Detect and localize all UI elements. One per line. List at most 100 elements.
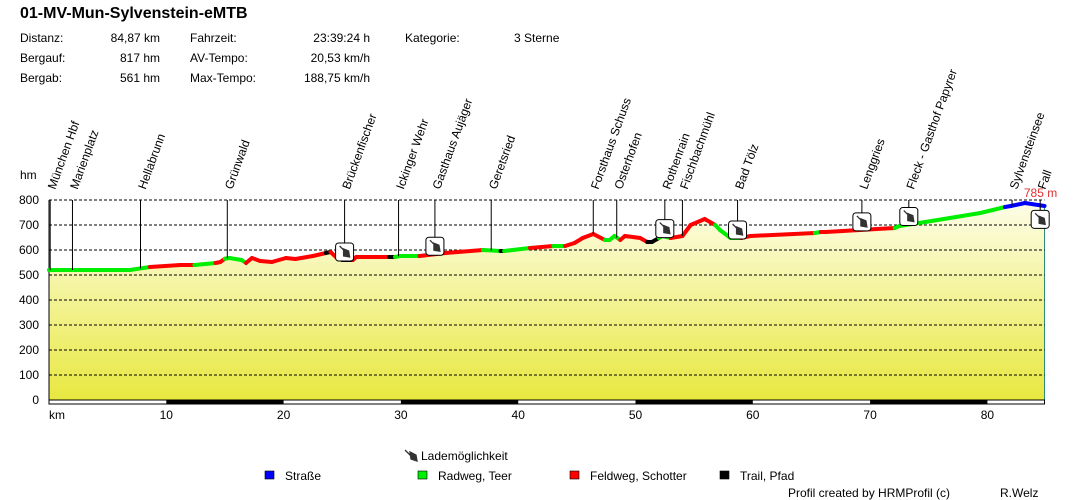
x-axis-bar-segment bbox=[166, 400, 284, 404]
x-tick-label: 80 bbox=[981, 408, 995, 422]
profile-segment-radweg bbox=[481, 248, 503, 253]
legend-swatch bbox=[569, 470, 580, 480]
x-axis-bar-segment bbox=[635, 400, 753, 404]
y-tick-label: 600 bbox=[19, 243, 39, 257]
legend-item: Trail, Pfad bbox=[719, 469, 794, 483]
y-tick-label: 500 bbox=[19, 268, 39, 282]
end-elevation-label: 785 m bbox=[1024, 186, 1057, 200]
legend-swatch bbox=[264, 470, 275, 480]
x-tick-label: 50 bbox=[629, 408, 643, 422]
profile-segment-feldweg bbox=[680, 223, 693, 238]
stat-value-distance: 84,87 km bbox=[110, 31, 160, 45]
stat-label-time: Fahrzeit: bbox=[190, 31, 237, 45]
plug-icon bbox=[404, 449, 418, 462]
stat-value-max-speed: 188,75 km/h bbox=[303, 71, 370, 85]
legend-swatch bbox=[417, 470, 428, 480]
y-tick-label: 100 bbox=[19, 368, 39, 382]
plug-icon bbox=[429, 239, 441, 253]
legend-item: Radweg, Teer bbox=[417, 469, 512, 483]
legend-label: Radweg, Teer bbox=[438, 469, 512, 483]
waypoint-label: Lenggries bbox=[857, 137, 888, 191]
footer-author: R.Welz bbox=[1000, 486, 1039, 500]
legend-item: Straße bbox=[264, 469, 321, 483]
y-axis-label: hm bbox=[20, 168, 37, 182]
charging-marker bbox=[899, 207, 919, 227]
profile-segment-feldweg bbox=[147, 263, 183, 269]
profile-segment-feldweg bbox=[591, 232, 608, 242]
plug-icon bbox=[732, 223, 744, 236]
waypoint-label: Geretsried bbox=[486, 134, 518, 191]
profile-segment-feldweg bbox=[269, 256, 288, 264]
waypoint-label: Brückenfischer bbox=[339, 112, 379, 191]
charging-marker bbox=[852, 212, 872, 232]
stat-label-distance: Distanz: bbox=[20, 31, 64, 45]
charging-marker bbox=[1030, 209, 1050, 229]
plug-icon bbox=[339, 245, 351, 258]
profile-segment-feldweg bbox=[293, 254, 315, 261]
x-tick-label: 40 bbox=[512, 408, 526, 422]
waypoint-label: Ickinger Wehr bbox=[393, 117, 431, 191]
waypoint-label: Gasthaus Aujäger bbox=[430, 97, 476, 191]
stat-label-max-speed: Max-Tempo: bbox=[190, 71, 257, 85]
stat-label-category: Kategorie: bbox=[405, 31, 460, 45]
waypoint-label: Fleck - Gasthof Papyrer bbox=[903, 67, 959, 191]
profile-segment-feldweg bbox=[702, 217, 718, 227]
waypoint-label: Bad Tölz bbox=[732, 142, 761, 191]
legend-item: Feldweg, Schotter bbox=[569, 469, 687, 483]
y-tick-label: 200 bbox=[19, 343, 39, 357]
plug-icon bbox=[659, 222, 671, 235]
waypoint-label: Fall bbox=[1035, 168, 1055, 191]
profile-segment-radweg bbox=[502, 246, 532, 253]
stat-value-time: 23:39:24 h bbox=[313, 31, 370, 45]
y-tick-label: 700 bbox=[19, 218, 39, 232]
profile-segment-feldweg bbox=[527, 244, 556, 250]
legend-charging-label: Lademöglichkeit bbox=[421, 449, 508, 463]
stat-value-avg-speed: 20,53 km/h bbox=[310, 51, 370, 65]
charging-marker bbox=[655, 219, 675, 239]
x-tick-label: 30 bbox=[394, 408, 408, 422]
plug-icon bbox=[903, 210, 915, 223]
legend-label: Trail, Pfad bbox=[740, 469, 794, 483]
x-tick-label: 10 bbox=[160, 408, 174, 422]
y-tick-label: 0 bbox=[32, 393, 39, 407]
profile-segment-feldweg bbox=[748, 231, 817, 238]
plug-icon bbox=[856, 215, 868, 228]
waypoint-label: Hellabrunn bbox=[135, 132, 168, 191]
legend-swatch bbox=[719, 470, 730, 480]
x-axis-bar-segment bbox=[400, 400, 519, 404]
x-axis-label: km bbox=[49, 408, 65, 422]
profile-segment-radweg bbox=[947, 211, 983, 220]
legend-label: Straße bbox=[285, 469, 321, 483]
profile-segment-radweg bbox=[978, 205, 1007, 215]
x-tick-label: 20 bbox=[277, 408, 291, 422]
profile-segment-radweg bbox=[127, 265, 152, 272]
waypoint-label: Grünwald bbox=[222, 138, 253, 191]
profile-segment-radweg bbox=[923, 216, 952, 224]
profile-segment-feldweg bbox=[688, 217, 707, 227]
y-tick-label: 400 bbox=[19, 293, 39, 307]
route-title: 01-MV-Mun-Sylvenstein-eMTB bbox=[20, 5, 248, 22]
stat-label-ascent: Bergauf: bbox=[20, 51, 66, 65]
stat-value-category: 3 Sterne bbox=[514, 31, 560, 45]
stat-label-avg-speed: AV-Tempo: bbox=[190, 51, 248, 65]
profile-segment-feldweg bbox=[310, 251, 328, 258]
elevation-area bbox=[49, 203, 1045, 400]
legend-charging: Lademöglichkeit bbox=[404, 449, 508, 463]
profile-segment-feldweg bbox=[443, 248, 486, 255]
legend-label: Feldweg, Schotter bbox=[590, 469, 687, 483]
charging-marker bbox=[335, 242, 355, 262]
x-tick-label: 60 bbox=[746, 408, 760, 422]
stat-value-ascent: 817 hm bbox=[119, 51, 160, 65]
y-tick-label: 800 bbox=[19, 193, 39, 207]
x-tick-label: 70 bbox=[863, 408, 877, 422]
stat-value-descent: 561 hm bbox=[119, 71, 160, 85]
profile-segment-strasse bbox=[1008, 201, 1027, 208]
charging-marker bbox=[425, 236, 445, 256]
profile-segment-feldweg bbox=[622, 234, 643, 240]
y-tick-label: 300 bbox=[19, 318, 39, 332]
x-axis-bar-segment bbox=[870, 400, 988, 404]
profile-segment-strasse bbox=[1022, 201, 1047, 208]
charging-marker bbox=[728, 220, 748, 240]
